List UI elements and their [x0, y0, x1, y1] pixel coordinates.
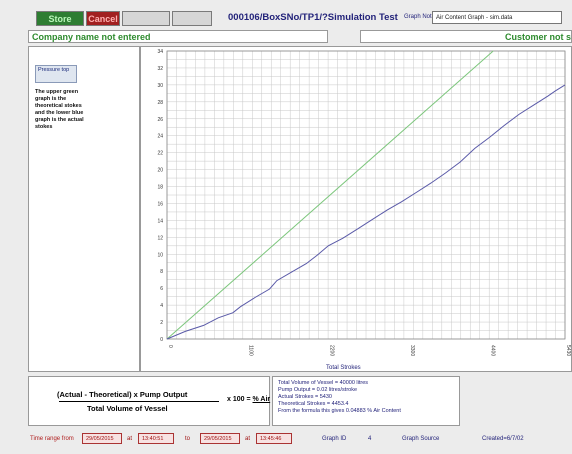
y-tick-label: 16 [157, 201, 163, 207]
graph-description: The upper green graph is the theoretical… [35, 89, 84, 130]
y-tick-label: 26 [157, 117, 163, 123]
y-tick-label: 14 [157, 218, 163, 224]
formula-panel: (Actual - Theoretical) x Pump Output Tot… [28, 376, 270, 426]
test-title: 000106/BoxSNo/TP1/?Simulation Test [228, 12, 398, 23]
y-tick-label: 10 [157, 252, 163, 258]
actual-series-line [166, 84, 566, 340]
side-panel: Pressure top The upper green graph is th… [28, 46, 140, 372]
x-tick-label: 4400 [490, 345, 496, 356]
x-tick-label: 5430 [565, 345, 571, 356]
y-tick-label: 30 [157, 83, 163, 89]
y-tick-label: 0 [160, 337, 163, 343]
x-tick-label: 1100 [248, 345, 254, 356]
graph-id-label: Graph ID [322, 436, 347, 442]
to-label: to [185, 436, 191, 442]
blank-button-2[interactable] [172, 11, 212, 26]
from-time-field[interactable]: 13:40:51 [138, 433, 174, 444]
formula-denominator: Total Volume of Vessel [87, 404, 168, 413]
y-tick-label: 34 [157, 49, 163, 55]
customer-name-field[interactable]: Customer not s [360, 30, 572, 43]
y-tick-label: 20 [157, 168, 163, 174]
x-tick-label: 0 [167, 345, 173, 348]
blank-button-1[interactable] [122, 11, 170, 26]
x-tick-label: 2200 [328, 345, 334, 356]
company-name-field[interactable]: Company name not entered [28, 30, 328, 43]
calculation-info: Total Volume of Vessel = 40000 litres Pu… [272, 376, 460, 426]
theoretical-series-line [166, 50, 494, 340]
result-label: % Air [252, 396, 271, 403]
from-date-field[interactable]: 29/05/2015 [82, 433, 122, 444]
formula-numerator: (Actual - Theoretical) x Pump Output [57, 390, 188, 399]
fraction-line [59, 401, 219, 402]
pressure-top-button[interactable]: Pressure top [35, 65, 77, 83]
info-theoretical-strokes: Theoretical Strokes = 4453.4 [278, 401, 349, 407]
y-tick-label: 32 [157, 66, 163, 72]
created-label: Created=6/7/02 [482, 436, 524, 442]
graph-note-label: Graph Note [404, 14, 436, 20]
y-tick-label: 4 [160, 303, 163, 309]
y-tick-label: 12 [157, 235, 163, 241]
to-date-field[interactable]: 29/05/2015 [200, 433, 240, 444]
info-pump-output: Pump Output = 0.02 litres/stroke [278, 387, 358, 393]
x-axis-label: Total Strokes [326, 365, 361, 371]
formula-multiplier: x 100 = % Air [227, 396, 270, 403]
x-tick-label: 3300 [409, 345, 415, 356]
graph-note-input[interactable]: Air Content Graph - sim.data [432, 11, 562, 24]
chart-panel: 0 2 4 6 8 10 12 14 16 18 20 22 24 26 28 30 32 34 0 1100 220… [140, 46, 572, 372]
graph-source-label: Graph Source [402, 436, 440, 442]
chart-grid [166, 50, 566, 340]
y-tick-label: 8 [160, 269, 163, 275]
y-tick-label: 6 [160, 286, 163, 292]
time-range-label: Time range from [30, 436, 74, 442]
graph-id-value: 4 [368, 436, 372, 442]
info-result: From the formula this gives 0.04883 % Ai… [278, 408, 401, 414]
to-at-label: at [245, 436, 251, 442]
from-at-label: at [127, 436, 133, 442]
multiplier-text: x 100 = [227, 396, 253, 403]
store-button[interactable]: Store [36, 11, 84, 26]
y-tick-label: 18 [157, 185, 163, 191]
y-tick-label: 22 [157, 151, 163, 157]
info-volume: Total Volume of Vessel = 40000 litres [278, 380, 369, 386]
y-tick-label: 28 [157, 100, 163, 106]
chart-series [166, 50, 566, 340]
y-tick-label: 24 [157, 134, 163, 140]
plot-frame [166, 50, 566, 340]
x-axis-ticks: 0 1100 2200 3300 4400 5430 [167, 345, 571, 356]
cancel-button[interactable]: Cancel [86, 11, 120, 26]
info-actual-strokes: Actual Strokes = 5430 [278, 394, 332, 400]
y-tick-label: 2 [160, 320, 163, 326]
to-time-field[interactable]: 13:45:46 [256, 433, 292, 444]
